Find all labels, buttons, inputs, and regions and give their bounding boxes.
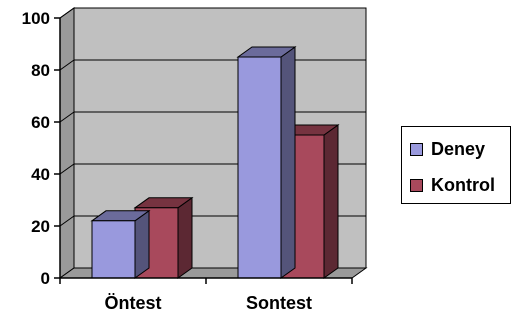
legend-item-kontrol: Kontrol — [410, 175, 495, 196]
bar-side — [323, 124, 339, 279]
gridline-side — [59, 215, 75, 227]
x-tick-label: Öntest — [104, 293, 161, 313]
bar-deney-2 — [236, 46, 297, 279]
gridline-side — [59, 59, 75, 71]
y-tick-label: 60 — [31, 113, 50, 132]
y-tick-label: 80 — [31, 61, 50, 80]
bar-side — [177, 196, 193, 279]
bar-front — [91, 220, 136, 279]
gridline-side — [59, 111, 75, 123]
x-tick-label: Sontest — [246, 293, 312, 313]
bar-side — [134, 209, 150, 279]
side-wall — [59, 7, 75, 279]
legend-swatch-kontrol — [410, 179, 423, 192]
bar-front — [237, 56, 282, 279]
bar-side — [280, 46, 296, 279]
legend-swatch-deney — [410, 143, 423, 156]
legend-item-deney: Deney — [410, 139, 485, 160]
legend-label-kontrol: Kontrol — [431, 175, 495, 195]
legend-label-deney: Deney — [431, 139, 486, 159]
y-tick-label: 0 — [41, 269, 50, 288]
y-axis-ticks: 0 20 40 60 80 100 — [22, 9, 60, 288]
x-axis-labels: Öntest Sontest — [104, 293, 312, 313]
legend: Deney Kontrol — [401, 126, 511, 204]
y-tick-label: 20 — [31, 217, 50, 236]
axes — [59, 18, 353, 284]
y-tick-label: 40 — [31, 165, 50, 184]
gridline-side — [59, 7, 75, 19]
gridline-side — [59, 163, 75, 175]
bar-deney-1 — [90, 209, 151, 279]
y-tick-label: 100 — [22, 9, 50, 28]
bars — [90, 46, 340, 279]
